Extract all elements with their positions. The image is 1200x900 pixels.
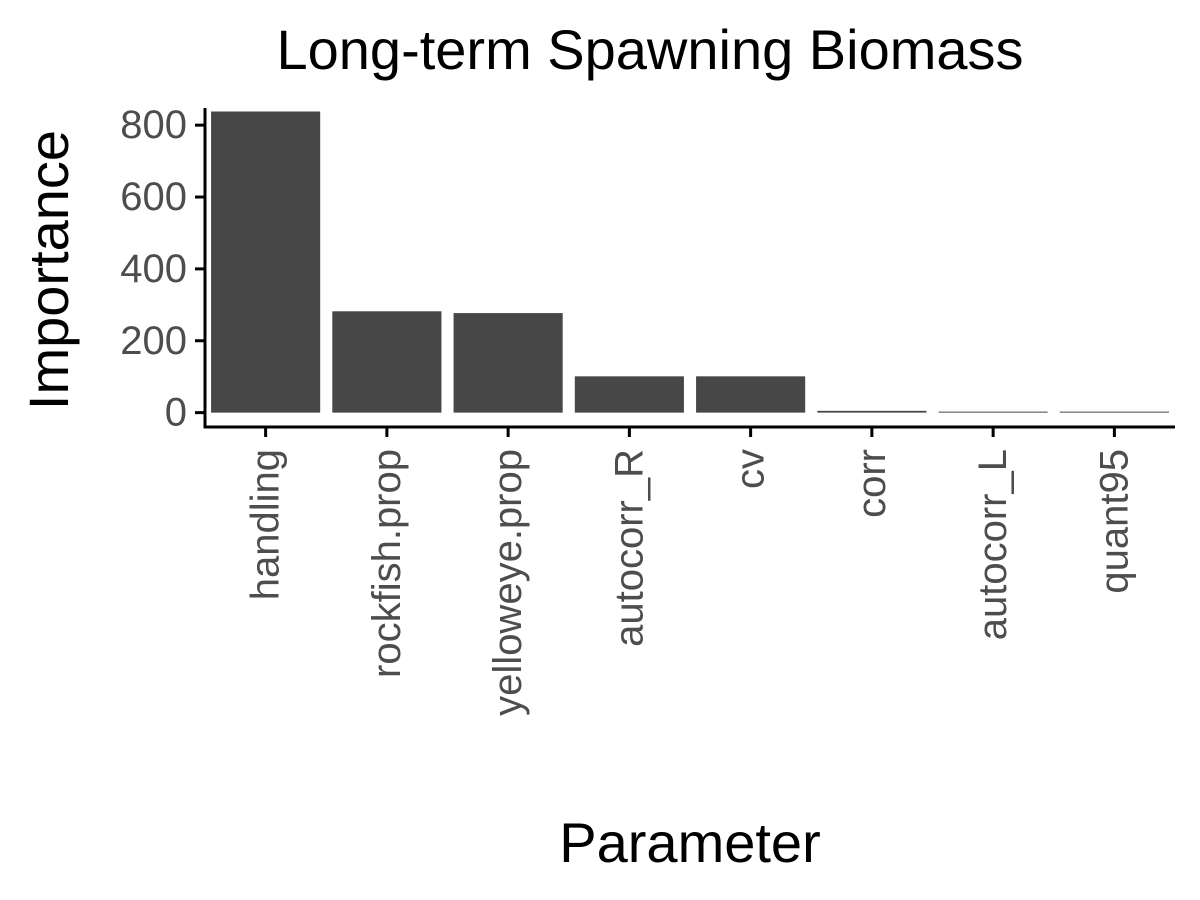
bar-quant95 xyxy=(1059,411,1169,413)
x-tick-label: autocorr_R xyxy=(607,449,651,647)
x-tick-label: cv xyxy=(729,449,773,489)
x-tick-label: handling xyxy=(244,449,288,600)
bar-autocorr_R xyxy=(574,376,684,413)
x-tick-label: rockfish.prop xyxy=(365,449,409,678)
bar-handling xyxy=(211,111,321,413)
chart-title: Long-term Spawning Biomass xyxy=(276,18,1023,81)
x-axis-ticks: handling rockfish.prop yelloweye.prop autoc… xyxy=(244,427,1136,716)
y-axis-title: Importance xyxy=(17,130,80,410)
y-tick-label: 400 xyxy=(120,247,187,291)
bar-rockfish.prop xyxy=(332,311,442,413)
bars-group xyxy=(211,111,1169,413)
y-tick-label: 0 xyxy=(165,391,187,435)
x-tick-label: corr xyxy=(850,449,894,518)
x-tick-label: yelloweye.prop xyxy=(486,449,530,716)
y-tick-label: 600 xyxy=(120,175,187,219)
bar-yelloweye.prop xyxy=(453,313,563,413)
x-tick-label: autocorr_L xyxy=(971,449,1015,640)
x-axis-title: Parameter xyxy=(559,811,820,874)
x-tick-label: quant95 xyxy=(1092,449,1136,594)
bar-corr xyxy=(817,410,927,413)
bar-autocorr_L xyxy=(938,411,1048,413)
bar-cv xyxy=(696,376,806,413)
y-axis-ticks: 0 200 400 600 800 xyxy=(120,103,205,435)
y-tick-label: 200 xyxy=(120,319,187,363)
y-tick-label: 800 xyxy=(120,103,187,147)
